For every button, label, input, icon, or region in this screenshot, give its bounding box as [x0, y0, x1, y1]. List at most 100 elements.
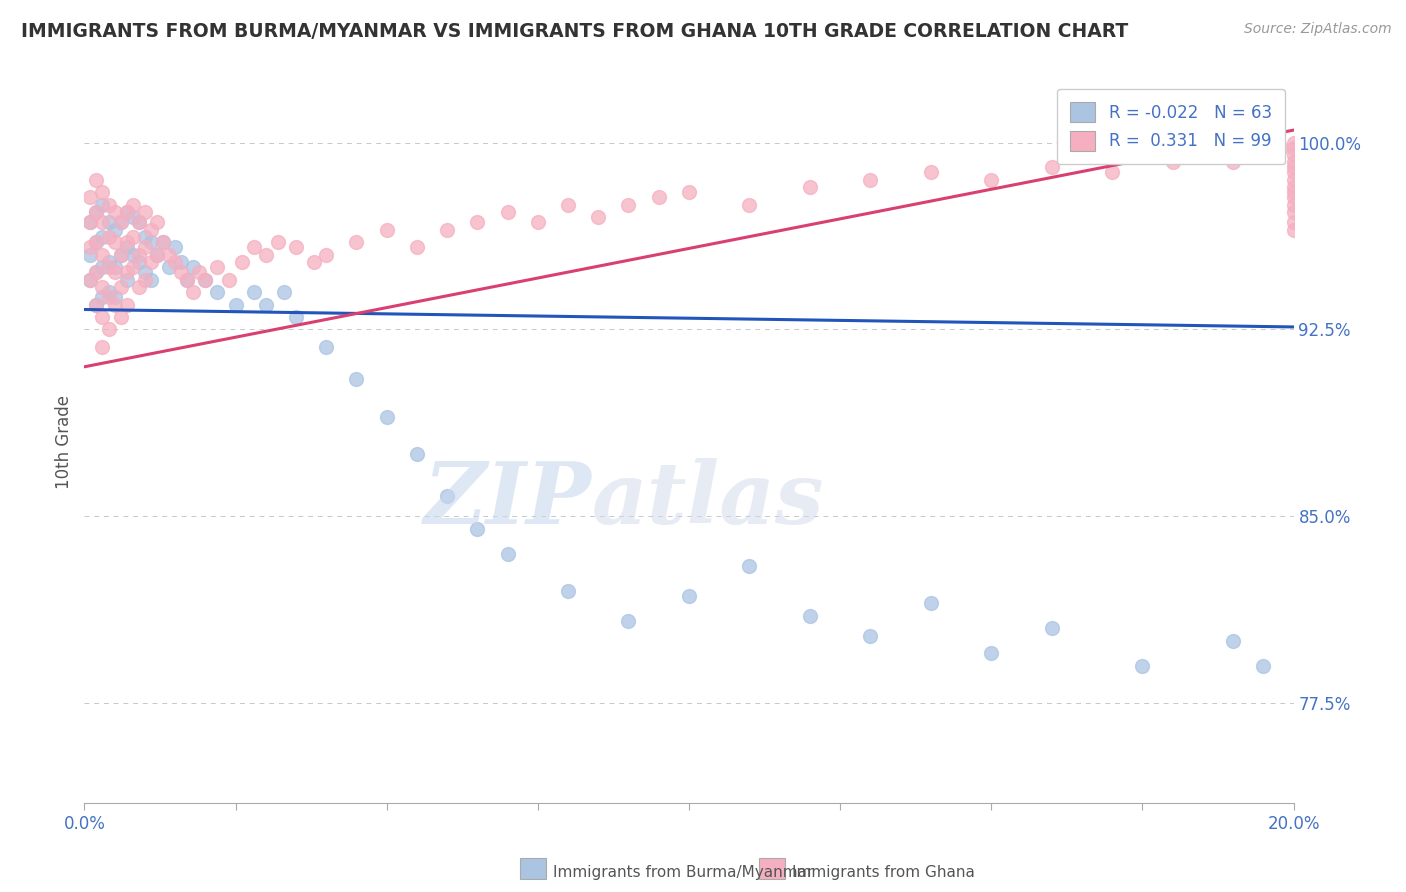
Point	[980, 646, 1002, 660]
Point	[86, 173, 108, 187]
Point	[1101, 165, 1123, 179]
Point	[91, 340, 114, 354]
Point	[1130, 658, 1153, 673]
Point	[128, 255, 150, 269]
Point	[1270, 140, 1292, 154]
Point	[617, 198, 640, 212]
Y-axis label: 10th Grade: 10th Grade	[55, 394, 73, 489]
Point	[115, 205, 138, 219]
Point	[207, 285, 229, 299]
Point	[1282, 186, 1305, 200]
Point	[97, 215, 120, 229]
Point	[97, 198, 120, 212]
Point	[1282, 215, 1305, 229]
Point	[146, 248, 169, 262]
Point	[181, 260, 204, 274]
Point	[242, 240, 264, 254]
Point	[648, 190, 671, 204]
Point	[91, 198, 114, 212]
Point	[110, 280, 132, 294]
Point	[1282, 148, 1305, 162]
Point	[242, 285, 264, 299]
Point	[146, 248, 169, 262]
Point	[678, 186, 700, 200]
Point	[557, 198, 579, 212]
Point	[91, 215, 114, 229]
Point	[273, 285, 295, 299]
Point	[375, 409, 398, 424]
Point	[467, 215, 489, 229]
Point	[218, 272, 240, 286]
Point	[97, 230, 120, 244]
Point	[859, 629, 882, 643]
Point	[115, 265, 138, 279]
Point	[79, 240, 101, 254]
Point	[110, 215, 132, 229]
Point	[79, 272, 101, 286]
Point	[152, 235, 174, 250]
Point	[1282, 140, 1305, 154]
Point	[1282, 165, 1305, 179]
Point	[496, 205, 519, 219]
Point	[194, 272, 217, 286]
Point	[799, 609, 821, 624]
Point	[302, 255, 325, 269]
Point	[128, 280, 150, 294]
Point	[799, 180, 821, 194]
Point	[134, 230, 156, 244]
Point	[121, 198, 143, 212]
Text: ZIP: ZIP	[425, 458, 592, 541]
Point	[1282, 205, 1305, 219]
Point	[920, 597, 942, 611]
Point	[738, 559, 761, 574]
Point	[176, 272, 198, 286]
Point	[678, 589, 700, 603]
Point	[104, 223, 127, 237]
Point	[375, 223, 398, 237]
Point	[980, 173, 1002, 187]
Point	[121, 230, 143, 244]
Point	[1040, 621, 1063, 635]
Point	[86, 265, 108, 279]
Point	[97, 322, 120, 336]
Point	[1282, 136, 1305, 150]
Text: Immigrants from Ghana: Immigrants from Ghana	[792, 865, 974, 880]
Point	[617, 614, 640, 628]
Point	[194, 272, 217, 286]
Point	[254, 297, 277, 311]
Point	[527, 215, 550, 229]
Point	[225, 297, 247, 311]
Point	[97, 260, 120, 274]
Point	[254, 248, 277, 262]
Point	[86, 205, 108, 219]
Point	[104, 290, 127, 304]
Text: Immigrants from Burma/Myanmar: Immigrants from Burma/Myanmar	[553, 865, 813, 880]
Point	[86, 265, 108, 279]
Point	[1040, 161, 1063, 175]
Point	[859, 173, 882, 187]
Text: IMMIGRANTS FROM BURMA/MYANMAR VS IMMIGRANTS FROM GHANA 10TH GRADE CORRELATION CH: IMMIGRANTS FROM BURMA/MYANMAR VS IMMIGRA…	[21, 22, 1129, 41]
Point	[406, 240, 429, 254]
Point	[121, 260, 143, 274]
Point	[170, 255, 193, 269]
Point	[1282, 190, 1305, 204]
Point	[406, 447, 429, 461]
Point	[104, 297, 127, 311]
Point	[165, 240, 187, 254]
Point	[86, 297, 108, 311]
Point	[188, 265, 211, 279]
Point	[134, 240, 156, 254]
Point	[128, 215, 150, 229]
Point	[1282, 173, 1305, 187]
Point	[207, 260, 229, 274]
Point	[110, 215, 132, 229]
Point	[110, 310, 132, 324]
Point	[152, 235, 174, 250]
Point	[1282, 155, 1305, 169]
Point	[79, 215, 101, 229]
Point	[79, 272, 101, 286]
Point	[79, 248, 101, 262]
Point	[86, 235, 108, 250]
Point	[285, 310, 308, 324]
Point	[115, 272, 138, 286]
